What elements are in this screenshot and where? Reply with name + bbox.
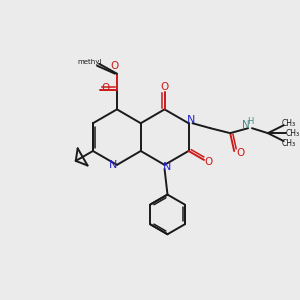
Text: O: O <box>204 158 212 167</box>
Text: N: N <box>242 120 250 130</box>
Text: CH₃: CH₃ <box>282 139 296 148</box>
Text: O: O <box>160 82 169 92</box>
Text: O: O <box>101 82 109 93</box>
Text: N: N <box>188 115 196 125</box>
Text: methyl: methyl <box>77 59 101 65</box>
Text: O: O <box>111 61 119 71</box>
Text: N: N <box>163 162 172 172</box>
Text: CH₃: CH₃ <box>282 119 296 128</box>
Text: N: N <box>109 160 117 170</box>
Text: H: H <box>247 117 253 126</box>
Text: O: O <box>236 148 244 158</box>
Text: CH₃: CH₃ <box>286 129 300 138</box>
